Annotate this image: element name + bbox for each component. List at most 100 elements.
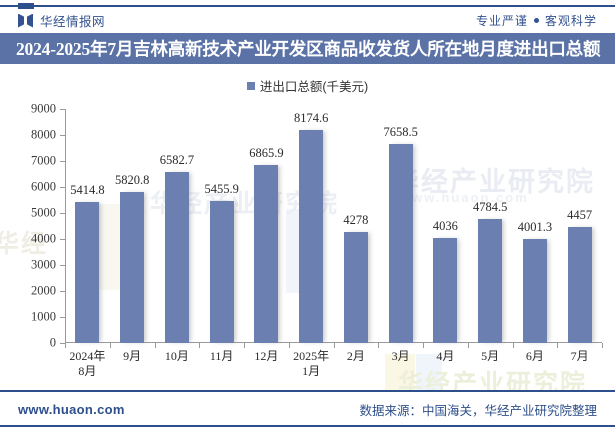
x-axis-tick	[557, 343, 559, 348]
bar-slot: 5455.9	[199, 109, 244, 343]
chart-area: 华经 华经产业研究院 华经产业研究院 www.huaon.com 华经产业研究院…	[0, 64, 615, 390]
y-axis-tick	[60, 239, 65, 240]
x-axis-label: 7月	[570, 349, 589, 363]
legend-label: 进出口总额(千美元)	[259, 80, 369, 94]
bar[interactable]	[75, 202, 100, 343]
y-axis-label: 6000	[31, 179, 56, 194]
y-axis-line	[65, 109, 66, 343]
x-axis-label: 2月	[346, 349, 365, 363]
chart-legend: 进出口总额(千美元)	[0, 76, 615, 95]
tagline: 专业严谨 客观科学	[476, 12, 597, 29]
y-axis-tick	[60, 109, 65, 110]
bar-slot: 8174.6	[289, 109, 334, 343]
x-axis-label: 4月	[436, 349, 455, 363]
y-axis-label: 8000	[31, 127, 56, 142]
y-axis-label: 7000	[31, 153, 56, 168]
x-axis-label: 5月	[481, 349, 500, 363]
watermark-block	[416, 354, 442, 390]
x-axis-label: 9月	[123, 349, 142, 363]
x-axis-tick	[333, 343, 335, 348]
bar-slot: 6865.9	[244, 109, 289, 343]
bar[interactable]	[343, 231, 368, 343]
bar-value-label: 5820.8	[114, 172, 150, 187]
x-axis-tick	[288, 343, 290, 348]
title-bar: 2024-2025年7月吉林高新技术产业开发区商品收发货人所在地月度进出口总额	[0, 33, 615, 64]
y-axis-label: 0	[49, 335, 56, 350]
footer-site-link[interactable]: www.huaon.com	[18, 402, 125, 417]
footer-bottom-divider	[0, 425, 615, 427]
y-axis-tick	[60, 161, 65, 162]
bar-value-label: 7658.5	[383, 124, 418, 139]
bar-slot: 6582.7	[155, 109, 200, 343]
bar-slot: 5820.8	[110, 109, 155, 343]
bar[interactable]	[388, 143, 413, 343]
top-divider-cap	[18, 3, 34, 9]
x-axis-label: 2025年 1月	[293, 349, 330, 378]
bar-value-label: 5414.8	[70, 183, 105, 198]
y-axis-label: 3000	[31, 257, 56, 272]
bar[interactable]	[478, 218, 503, 343]
footer-divider	[0, 390, 615, 392]
y-axis-tick	[60, 291, 65, 292]
x-axis-label: 11月	[209, 349, 234, 363]
bar-value-label: 5455.9	[204, 182, 239, 197]
tagline-right: 客观科学	[544, 14, 597, 28]
bar[interactable]	[164, 171, 189, 343]
x-axis-line	[65, 342, 602, 343]
x-axis-tick	[378, 343, 380, 348]
brand[interactable]: 华经情报网	[18, 11, 105, 30]
page-header: 华经情报网 专业严谨 客观科学	[0, 8, 615, 33]
bar-value-label: 8174.6	[293, 111, 329, 126]
footer-source: 数据来源：中国海关，华经产业研究院整理	[359, 404, 597, 418]
x-axis-label: 2024年 8月	[69, 349, 106, 378]
x-axis-label: 6月	[525, 349, 544, 363]
x-axis-label: 3月	[391, 349, 410, 363]
bar-value-label: 4036	[432, 219, 458, 234]
x-axis-label: 10月	[164, 349, 189, 363]
x-axis-tick	[199, 343, 201, 348]
y-axis-label: 5000	[31, 205, 56, 220]
bar-value-label: 6865.9	[249, 145, 284, 160]
x-axis-tick	[65, 343, 66, 348]
bar[interactable]	[522, 238, 547, 343]
bar[interactable]	[567, 227, 592, 343]
bar-slot: 4036	[423, 109, 468, 343]
y-axis-tick	[60, 343, 65, 344]
x-axis-tick	[467, 343, 469, 348]
bar[interactable]	[299, 130, 324, 343]
x-axis-tick	[244, 343, 245, 348]
y-axis-label: 1000	[31, 309, 56, 324]
bar-slot: 4001.3	[513, 109, 558, 343]
bar-slot: 4784.5	[468, 109, 513, 343]
bar-value-label: 4457	[567, 208, 593, 223]
bar[interactable]	[209, 201, 234, 343]
x-axis-tick	[109, 343, 111, 348]
x-axis-tick	[602, 343, 603, 348]
bar-slot: 4457	[557, 109, 602, 343]
page-footer: www.huaon.com 数据来源：中国海关，华经产业研究院整理	[0, 392, 615, 427]
bar-value-label: 4001.3	[517, 219, 553, 234]
bar-value-label: 4278	[343, 212, 369, 227]
bar-value-label: 4784.5	[472, 199, 508, 214]
y-axis-label: 9000	[31, 101, 56, 116]
y-axis-tick	[60, 135, 65, 136]
x-axis-tick	[512, 343, 514, 348]
y-axis-tick	[60, 265, 65, 266]
x-axis-tick	[154, 343, 156, 348]
y-axis-tick	[60, 213, 65, 214]
top-divider	[0, 5, 615, 7]
x-axis-tick	[423, 343, 424, 348]
bar-series: 5414.8 5820.8 6582.7 5455.9 6865.9 8174.6 4278…	[65, 109, 602, 343]
y-axis-tick	[60, 317, 65, 318]
bowtie-logo-icon	[18, 14, 33, 28]
bar[interactable]	[254, 164, 279, 343]
brand-label: 华经情报网	[40, 15, 106, 29]
bar[interactable]	[120, 191, 145, 343]
bar[interactable]	[433, 238, 458, 343]
tagline-left: 专业严谨	[475, 14, 528, 28]
legend-swatch-icon	[246, 81, 255, 90]
bar-slot: 7658.5	[378, 109, 423, 343]
y-axis-label: 2000	[31, 283, 56, 298]
bar-slot: 5414.8	[65, 109, 110, 343]
